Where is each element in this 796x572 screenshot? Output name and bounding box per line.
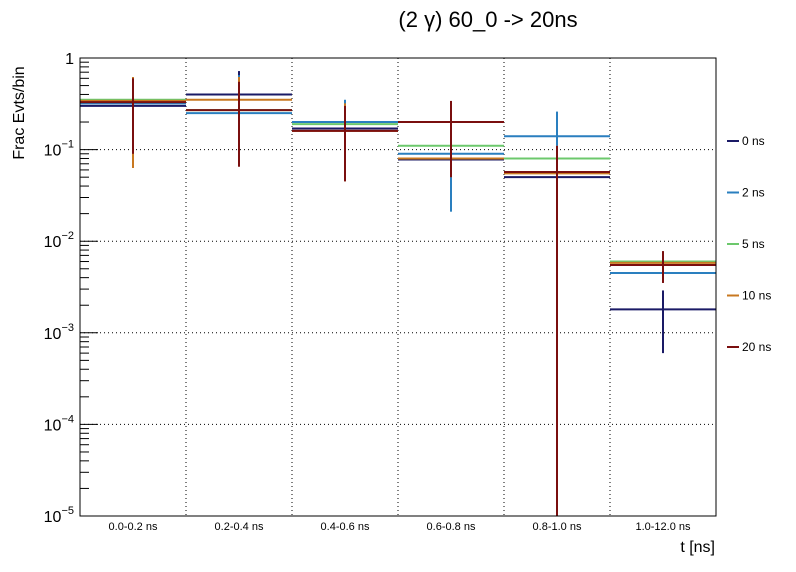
y-axis-label: Frac Evts/bin [11, 66, 28, 159]
legend-label: 20 ns [742, 340, 771, 354]
x-tick-label: 0.0-0.2 ns [109, 521, 158, 533]
x-tick-label: 0.2-0.4 ns [215, 521, 264, 533]
chart-title: (2 γ) 60_0 -> 20ns [398, 7, 577, 32]
y-tick-label: 10−1 [44, 139, 74, 160]
legend-item: 10 ns [727, 289, 771, 303]
legend-item: 2 ns [727, 186, 765, 200]
y-tick-label: 10−4 [44, 413, 74, 434]
legend-item: 5 ns [727, 237, 765, 251]
y-tick-label: 10−2 [44, 230, 74, 251]
legend-item: 20 ns [727, 340, 771, 354]
y-tick-label: 10−3 [44, 322, 74, 343]
x-tick-label: 1.0-12.0 ns [635, 521, 691, 533]
legend-label: 2 ns [742, 186, 765, 200]
legend-item: 0 ns [727, 134, 765, 148]
legend-label: 5 ns [742, 237, 765, 251]
x-axis-label: t [ns] [680, 539, 715, 556]
x-tick-label: 0.6-0.8 ns [427, 521, 476, 533]
x-tick-label: 0.8-1.0 ns [533, 521, 582, 533]
series-layer [80, 71, 716, 516]
y-tick-label: 1 [65, 51, 74, 68]
legend-label: 10 ns [742, 289, 771, 303]
y-tick-label: 10−5 [44, 505, 74, 526]
series-20-ns [80, 78, 716, 516]
plot-frame [79, 57, 717, 517]
legend: 0 ns 2 ns 5 ns 10 ns 20 ns [727, 134, 771, 354]
grid [80, 58, 716, 516]
axes: 1 10−1 10−2 10−3 10−4 10−5 0.0-0.2 ns 0.2-0.4 n… [44, 51, 691, 533]
legend-label: 0 ns [742, 134, 765, 148]
x-tick-label: 0.4-0.6 ns [321, 521, 370, 533]
